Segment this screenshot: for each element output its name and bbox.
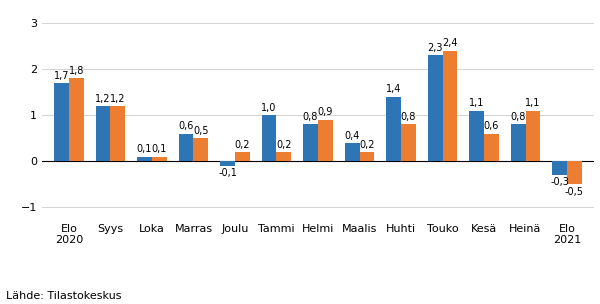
Text: 1,1: 1,1	[469, 98, 484, 108]
Bar	[179, 133, 193, 161]
Text: 0,4: 0,4	[344, 130, 360, 140]
Bar	[95, 106, 110, 161]
Bar	[220, 161, 235, 166]
Bar	[54, 83, 69, 161]
Bar	[318, 120, 333, 161]
Bar	[511, 124, 526, 161]
Text: 1,8: 1,8	[69, 66, 84, 76]
Bar	[303, 124, 318, 161]
Bar	[262, 115, 277, 161]
Text: 0,1: 0,1	[152, 144, 167, 154]
Bar	[567, 161, 582, 184]
Text: 1,2: 1,2	[110, 94, 126, 104]
Bar	[484, 133, 499, 161]
Bar	[428, 55, 443, 161]
Text: 1,1: 1,1	[526, 98, 541, 108]
Text: 0,8: 0,8	[511, 112, 526, 122]
Bar	[69, 78, 84, 161]
Text: -0,3: -0,3	[550, 178, 569, 187]
Text: 0,5: 0,5	[193, 126, 209, 136]
Bar	[386, 97, 401, 161]
Bar	[344, 143, 359, 161]
Text: 0,2: 0,2	[276, 140, 292, 150]
Bar	[443, 50, 457, 161]
Text: 0,2: 0,2	[359, 140, 375, 150]
Text: 2,4: 2,4	[442, 38, 458, 48]
Text: 1,7: 1,7	[54, 71, 69, 81]
Text: -0,5: -0,5	[565, 187, 584, 197]
Text: -0,1: -0,1	[218, 168, 237, 178]
Bar	[193, 138, 208, 161]
Text: 1,0: 1,0	[262, 103, 277, 113]
Text: 0,1: 0,1	[137, 144, 152, 154]
Bar	[137, 157, 152, 161]
Bar	[469, 111, 484, 161]
Text: 0,8: 0,8	[401, 112, 416, 122]
Text: 0,6: 0,6	[484, 121, 499, 131]
Text: Lähde: Tilastokeskus: Lähde: Tilastokeskus	[6, 291, 121, 301]
Bar	[235, 152, 250, 161]
Text: 0,8: 0,8	[303, 112, 318, 122]
Bar	[359, 152, 374, 161]
Bar	[552, 161, 567, 175]
Bar	[526, 111, 541, 161]
Bar	[152, 157, 167, 161]
Bar	[110, 106, 125, 161]
Text: 0,6: 0,6	[178, 121, 194, 131]
Text: 1,4: 1,4	[386, 85, 401, 95]
Text: 1,2: 1,2	[95, 94, 111, 104]
Text: 0,2: 0,2	[235, 140, 250, 150]
Bar	[277, 152, 292, 161]
Text: 2,3: 2,3	[427, 43, 443, 53]
Text: 0,9: 0,9	[318, 107, 333, 117]
Bar	[401, 124, 416, 161]
